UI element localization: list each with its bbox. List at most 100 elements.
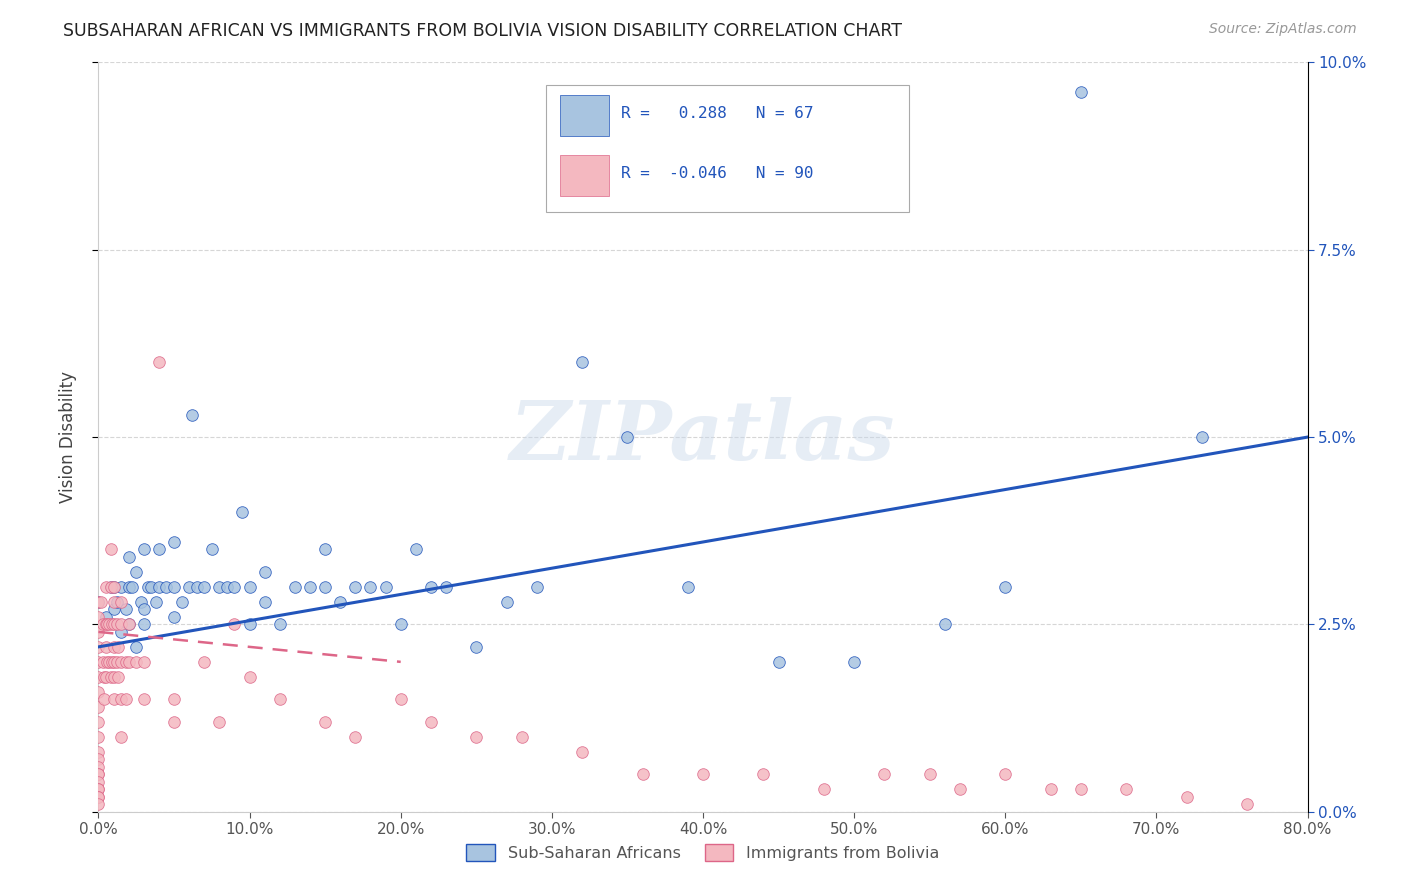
Point	[87, 640, 110, 654]
Point	[94, 670, 117, 684]
Point	[87, 782, 110, 797]
Point	[103, 640, 125, 654]
Point	[239, 670, 262, 684]
Point	[434, 580, 457, 594]
Point	[105, 655, 128, 669]
Point	[110, 730, 132, 744]
Point	[121, 580, 143, 594]
Point	[420, 580, 443, 594]
Point	[100, 580, 122, 594]
Point	[179, 580, 201, 594]
Point	[1175, 789, 1198, 804]
Point	[118, 549, 141, 564]
Point	[105, 595, 128, 609]
Point	[87, 774, 110, 789]
Point	[752, 767, 775, 781]
Point	[1115, 782, 1137, 797]
Point	[87, 655, 110, 669]
Point	[389, 692, 412, 706]
Point	[87, 610, 110, 624]
Point	[201, 542, 224, 557]
Point	[389, 617, 412, 632]
Point	[87, 797, 110, 812]
Point	[114, 655, 136, 669]
Point	[103, 617, 125, 632]
Point	[768, 655, 790, 669]
Point	[186, 580, 208, 594]
Point	[94, 610, 117, 624]
Point	[118, 580, 141, 594]
Point	[105, 617, 128, 632]
Point	[98, 617, 121, 632]
Point	[1236, 797, 1258, 812]
Point	[148, 580, 170, 594]
Point	[110, 580, 132, 594]
Point	[1039, 782, 1062, 797]
Point	[155, 580, 177, 594]
Point	[101, 655, 124, 669]
Point	[405, 542, 427, 557]
Point	[224, 617, 246, 632]
Point	[571, 745, 593, 759]
FancyBboxPatch shape	[561, 154, 609, 196]
Point	[118, 617, 141, 632]
Point	[96, 617, 118, 632]
Point	[136, 580, 159, 594]
Text: SUBSAHARAN AFRICAN VS IMMIGRANTS FROM BOLIVIA VISION DISABILITY CORRELATION CHAR: SUBSAHARAN AFRICAN VS IMMIGRANTS FROM BO…	[63, 22, 903, 40]
Point	[103, 602, 125, 616]
Point	[465, 640, 488, 654]
Point	[813, 782, 835, 797]
Point	[118, 617, 141, 632]
Point	[132, 692, 155, 706]
Point	[87, 782, 110, 797]
Point	[94, 617, 117, 632]
Point	[1070, 86, 1092, 100]
Point	[93, 670, 115, 684]
Point	[87, 699, 110, 714]
Point	[1070, 782, 1092, 797]
FancyBboxPatch shape	[561, 95, 609, 136]
Point	[314, 580, 336, 594]
Point	[96, 655, 118, 669]
Point	[110, 692, 132, 706]
Point	[526, 580, 548, 594]
Point	[208, 714, 231, 729]
Point	[949, 782, 972, 797]
Point	[163, 692, 186, 706]
Point	[129, 595, 152, 609]
Point	[465, 730, 488, 744]
Point	[193, 655, 215, 669]
FancyBboxPatch shape	[546, 85, 908, 212]
Point	[100, 670, 122, 684]
Point	[87, 685, 110, 699]
Point	[314, 714, 336, 729]
Point	[125, 640, 148, 654]
Point	[103, 595, 125, 609]
Point	[103, 692, 125, 706]
Point	[132, 655, 155, 669]
Y-axis label: Vision Disability: Vision Disability	[59, 371, 77, 503]
Point	[873, 767, 896, 781]
Point	[101, 617, 124, 632]
Point	[110, 655, 132, 669]
Point	[631, 767, 654, 781]
Point	[87, 767, 110, 781]
Point	[114, 602, 136, 616]
Point	[110, 617, 132, 632]
Point	[269, 617, 291, 632]
Point	[994, 767, 1017, 781]
Point	[994, 580, 1017, 594]
Point	[284, 580, 307, 594]
Point	[344, 730, 367, 744]
Point	[215, 580, 238, 594]
Point	[132, 542, 155, 557]
Point	[934, 617, 956, 632]
Point	[114, 692, 136, 706]
Point	[125, 655, 148, 669]
Point	[329, 595, 352, 609]
Point	[692, 767, 714, 781]
Point	[676, 580, 699, 594]
Point	[87, 714, 110, 729]
Point	[87, 767, 110, 781]
Point	[90, 595, 112, 609]
